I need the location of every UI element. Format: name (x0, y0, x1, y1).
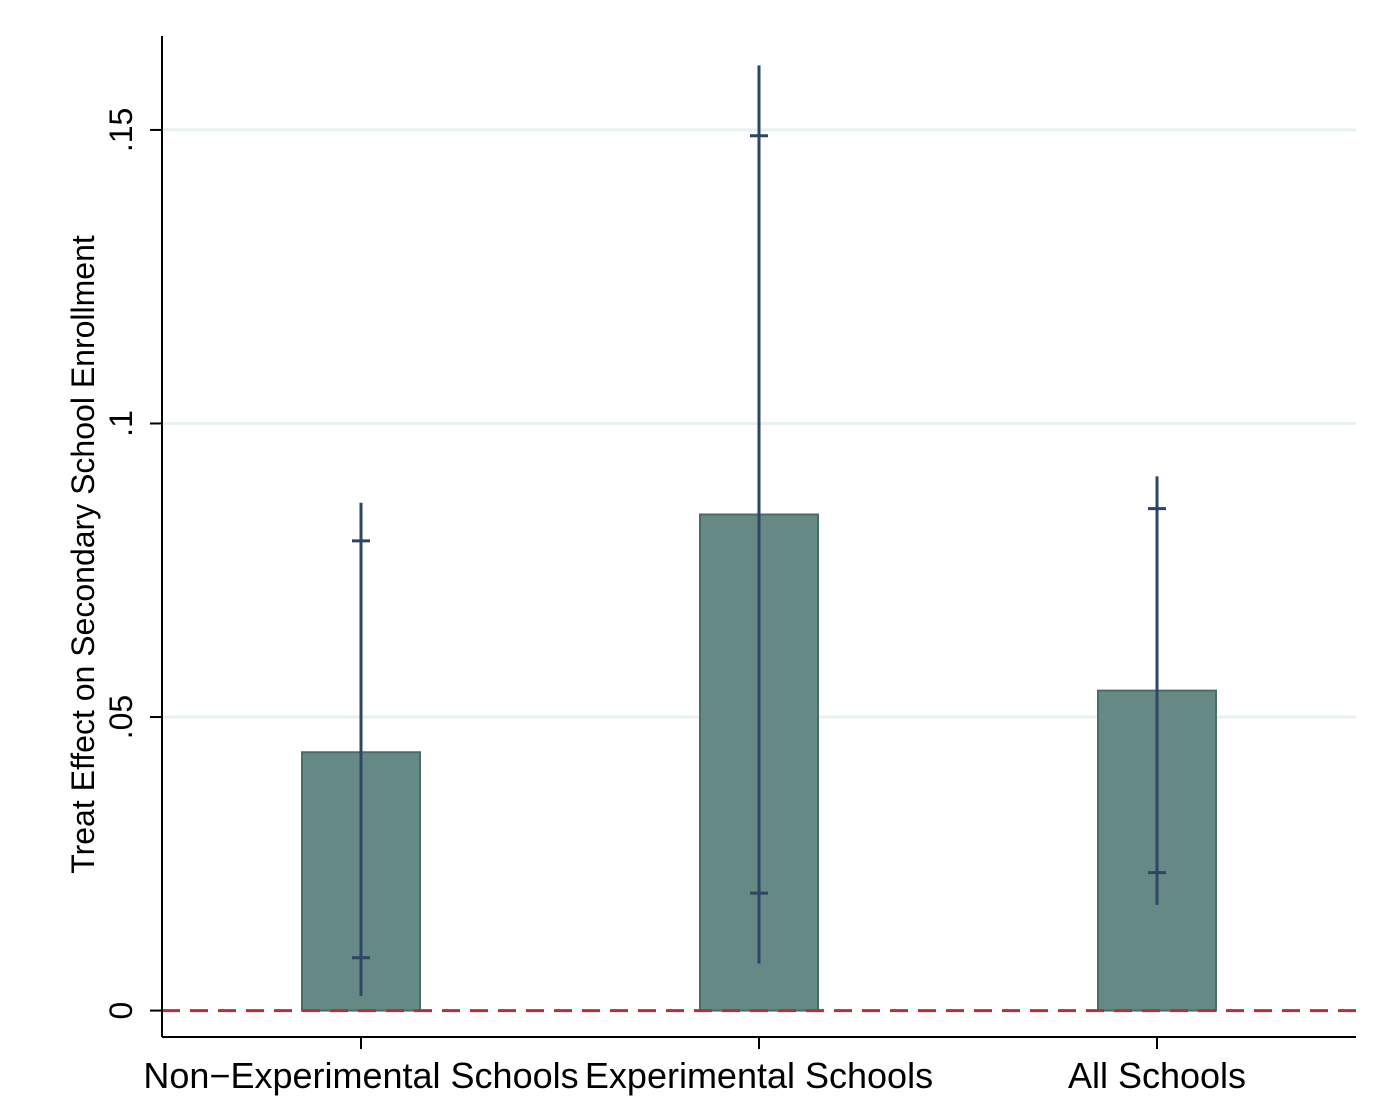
y-tick-label: 0 (103, 1002, 139, 1020)
x-tick-label: Non−Experimental Schools (143, 1055, 578, 1096)
labels: 0 .05 .1 .15 Non−Experimental Schools Experim… (103, 108, 1246, 1096)
y-axis-title: Treat Effect on Secondary School Enrollm… (65, 235, 101, 874)
x-tick-label: All Schools (1068, 1055, 1246, 1096)
error-bars (352, 65, 1166, 996)
x-tick-label: Experimental Schools (585, 1055, 933, 1096)
y-tick-label: .05 (103, 695, 139, 739)
axes (150, 36, 1356, 1049)
y-tick-label: .15 (103, 108, 139, 152)
y-tick-label: .1 (103, 410, 139, 437)
